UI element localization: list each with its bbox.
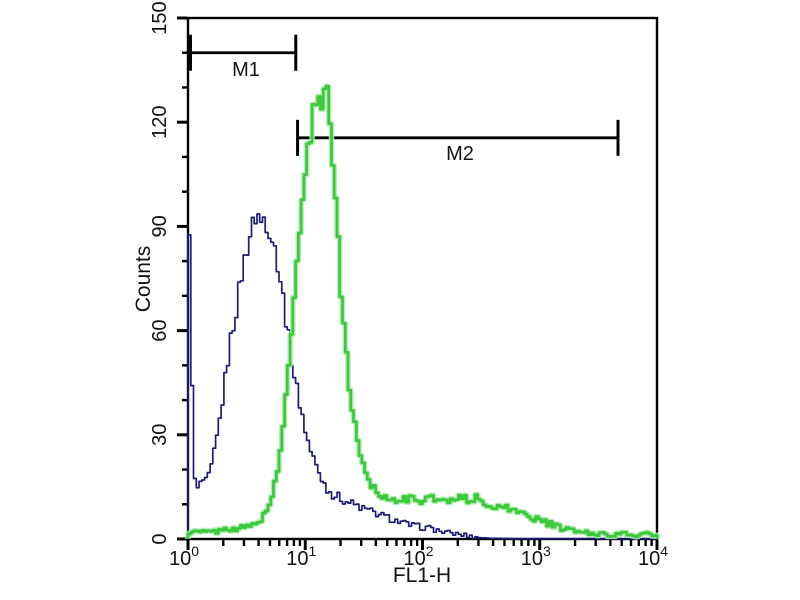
gate-m1-label: M1: [232, 59, 260, 81]
y-tick-label: 30: [149, 424, 171, 446]
y-tick-label: 0: [149, 533, 171, 544]
gate-m2-label: M2: [446, 143, 474, 165]
x-tick-label: 101: [286, 543, 316, 570]
x-tick-label: 100: [169, 543, 199, 570]
y-axis-title: Counts: [132, 246, 155, 313]
y-tick-label: 150: [149, 1, 171, 34]
blue-histogram-curve: [187, 213, 658, 540]
x-axis-title: FL1-H: [393, 564, 451, 587]
green-histogram-curve: [186, 84, 659, 539]
y-tick-label: 90: [149, 215, 171, 237]
green-histogram-halo: [185, 83, 660, 540]
y-tick-label: 60: [149, 319, 171, 341]
x-tick-label: 103: [521, 543, 551, 570]
x-tick-label: 104: [638, 543, 668, 570]
y-tick-label: 120: [149, 106, 171, 139]
plot-frame: [186, 16, 659, 541]
